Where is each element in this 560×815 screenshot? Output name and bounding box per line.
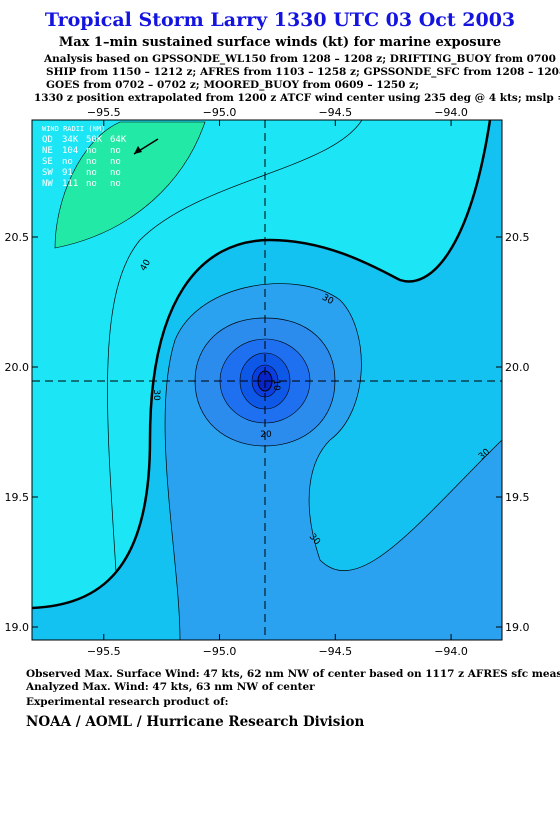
wind-radii-cell: 91 — [62, 168, 73, 178]
organization: NOAA / AOML / Hurricane Research Divisio… — [26, 714, 365, 730]
wind-radii-cell: NW — [42, 179, 53, 189]
y-tick-label: 20.5 — [5, 231, 30, 244]
wind-radii-cell: no — [62, 157, 73, 167]
y-tick-label: 19.5 — [5, 491, 30, 504]
footer-line: Experimental research product of: — [26, 696, 229, 708]
wind-radii-title: WIND RADII (NM) — [42, 125, 105, 133]
contour-label: 10 — [271, 379, 281, 391]
contour — [107, 120, 363, 640]
x-tick-label: −94.0 — [434, 106, 468, 119]
wind-radii-cell: 64K — [110, 135, 127, 145]
wind-radii-cell: no — [86, 157, 97, 167]
info-line: 1330 z position extrapolated from 1200 z… — [34, 92, 560, 104]
wind-radii-cell: NE — [42, 146, 53, 156]
field-50 — [54, 121, 206, 249]
x-tick-label: −95.0 — [203, 106, 237, 119]
wind-radii-cell: SW — [42, 168, 53, 178]
wind-radii-cell: no — [86, 168, 97, 178]
wind-radii-cell: no — [110, 157, 121, 167]
x-tick-label: −95.5 — [87, 106, 121, 119]
wind-radii-cell: 104 — [62, 146, 78, 156]
wind-radii-cell: no — [110, 179, 121, 189]
wind-radii-cell: 111 — [62, 179, 78, 189]
x-tick-label: −95.5 — [87, 645, 121, 658]
x-tick-label: −95.0 — [203, 645, 237, 658]
y-tick-label: 19.0 — [505, 621, 530, 634]
x-tick-label: −94.5 — [318, 106, 352, 119]
y-tick-label: 19.0 — [5, 621, 30, 634]
info-line: SHIP from 1150 – 1212 z; AFRES from 1103… — [46, 66, 560, 79]
wind-radii-cell: SE — [42, 157, 53, 167]
wind-radii-cell: 50K — [86, 135, 103, 145]
wind-radii-cell: no — [110, 146, 121, 156]
info-line: GOES from 0702 – 0702 z; MOORED_BUOY fro… — [46, 79, 419, 92]
wind-radii-cell: no — [110, 168, 121, 178]
frame — [31, 119, 503, 641]
wind-field — [32, 120, 502, 640]
x-tick-label: −94.5 — [318, 645, 352, 658]
contour-label: 20 — [260, 430, 272, 440]
wind-radii-cell: 34K — [62, 135, 79, 145]
x-tick-label: −94.0 — [434, 645, 468, 658]
wind-radii-cell: no — [86, 146, 97, 156]
y-tick-label: 20.5 — [505, 231, 530, 244]
wind-radii-cell: no — [86, 179, 97, 189]
title: Tropical Storm Larry 1330 UTC 03 Oct 200… — [45, 9, 515, 31]
y-tick-label: 20.0 — [505, 361, 530, 374]
arrow-head — [134, 146, 142, 154]
footer-line: Analyzed Max. Wind: 47 kts, 63 nm NW of … — [25, 681, 315, 693]
footer-line: Observed Max. Surface Wind: 47 kts, 62 n… — [26, 668, 560, 680]
subtitle: Max 1–min sustained surface winds (kt) f… — [59, 35, 501, 50]
contour-label: 30 — [151, 389, 161, 401]
contour-34kt — [32, 120, 492, 610]
y-tick-label: 20.0 — [5, 361, 30, 374]
info-line: Analysis based on GPSSONDE_WL150 from 12… — [43, 53, 560, 66]
y-tick-label: 19.5 — [505, 491, 530, 504]
wind-radii-cell: QD — [42, 135, 53, 145]
